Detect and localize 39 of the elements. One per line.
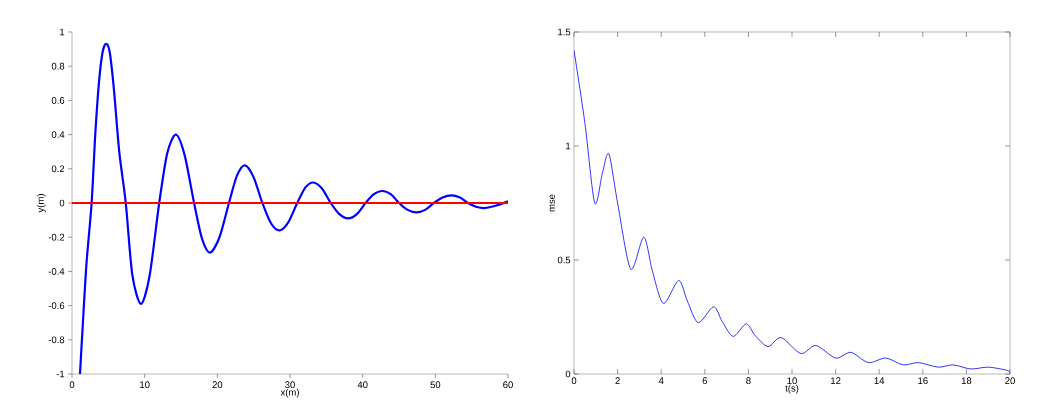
x-tick-label: 6 (702, 377, 708, 385)
x-tick-label: 16 (918, 377, 928, 385)
x-tick-label: 60 (503, 381, 513, 389)
y-tick-label: 0.5 (557, 256, 571, 264)
y-tick-label: -0.2 (48, 233, 65, 241)
x-axis-title: t(s) (785, 384, 799, 394)
x-tick-label: 30 (285, 381, 295, 389)
y-tick-label: 0.6 (51, 97, 65, 104)
y-tick-label: 1 (60, 28, 65, 36)
line-series (574, 49, 1011, 374)
y-tick-label: 1.5 (558, 28, 571, 36)
y-tick-label: 0.8 (51, 62, 65, 70)
y-tick-label: -1 (56, 370, 65, 378)
line-series (78, 42, 508, 374)
x-tick-label: 14 (874, 377, 885, 384)
x-tick-label: 0 (69, 381, 75, 389)
x-tick-label: 20 (1005, 377, 1015, 385)
y-tick-label: 1 (566, 142, 571, 150)
x-tick-label: 10 (787, 377, 797, 385)
x-tick-label: 50 (430, 381, 441, 389)
y-tick-label: 0.2 (51, 165, 65, 173)
x-axis-title: x(m) (280, 388, 299, 398)
y-tick-label: 0.4 (51, 131, 65, 138)
x-tick-label: 4 (658, 377, 664, 384)
y-tick-label: 0 (59, 199, 65, 207)
x-tick-label: 0 (571, 377, 577, 385)
y-tick-label: -0.6 (48, 302, 65, 309)
x-tick-label: 40 (357, 381, 368, 389)
y-axis-title: y(m) (36, 194, 46, 213)
x-tick-label: 2 (615, 377, 620, 384)
y-tick-label: 0 (565, 370, 571, 378)
y-tick-label: -0.4 (48, 268, 65, 275)
x-tick-label: 10 (140, 381, 150, 389)
x-tick-label: 20 (212, 381, 223, 389)
x-tick-label: 18 (961, 377, 972, 385)
x-tick-label: 8 (746, 377, 751, 385)
y-axis-title: mse (549, 194, 555, 212)
y-tick-label: -0.8 (48, 336, 65, 344)
x-tick-label: 12 (831, 377, 841, 384)
